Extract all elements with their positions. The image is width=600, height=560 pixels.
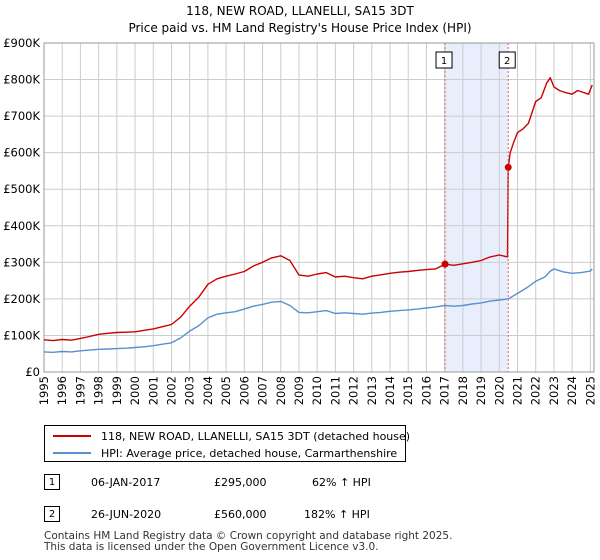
sale-point [504, 163, 512, 171]
x-tick-label: 2019 [474, 376, 488, 405]
sale-hpi-change: 62% ↑ HPI [312, 476, 371, 489]
sale-date: 26-JUN-2020 [91, 508, 162, 521]
sale-price: £560,000 [214, 508, 267, 521]
y-tick-label: £100K [3, 328, 40, 342]
x-tick-label: 2005 [219, 376, 233, 405]
x-tick-label: 2009 [292, 376, 306, 405]
sale-marker-label: 2 [504, 56, 510, 67]
footer-attribution: Contains HM Land Registry data © Crown c… [44, 531, 452, 553]
sale-marker-label: 1 [441, 56, 447, 67]
y-tick-label: £500K [3, 182, 40, 196]
sale-row: 2 26-JUN-2020 £560,000 182% ↑ HPI [44, 506, 564, 524]
legend-entry-hpi: HPI: Average price, detached house, Carm… [53, 445, 397, 461]
x-tick-label: 2007 [256, 376, 270, 405]
x-tick-label: 2014 [383, 376, 397, 405]
x-tick-label: 2010 [310, 376, 324, 405]
x-tick-label: 1996 [55, 376, 69, 405]
x-tick-label: 2020 [492, 376, 506, 405]
chart-title-address: 118, NEW ROAD, LLANELLI, SA15 3DT [186, 4, 414, 18]
property-price-line [43, 76, 593, 342]
shaded-period [445, 43, 509, 372]
x-tick-label: 2008 [274, 376, 288, 405]
price-chart: £0 £100K £200K £300K £400K £500K £600K £700K £80… [3, 36, 597, 405]
x-tick-label: 1999 [110, 376, 124, 405]
y-tick-label: £600K [3, 146, 40, 160]
x-tick-label: 2011 [328, 376, 342, 405]
y-tick-label: £300K [3, 255, 40, 269]
x-tick-label: 2025 [583, 376, 597, 405]
y-tick-label: £400K [3, 219, 40, 233]
hpi-line [43, 268, 593, 353]
legend-entry-property: 118, NEW ROAD, LLANELLI, SA15 3DT (detac… [53, 428, 410, 444]
chart-legend: 118, NEW ROAD, LLANELLI, SA15 3DT (detac… [44, 425, 410, 462]
x-tick-label: 2012 [347, 376, 361, 405]
x-tick-label: 2000 [128, 376, 142, 405]
footer-copyright: Contains HM Land Registry data © Crown c… [44, 530, 453, 542]
sale-number-badge: 2 [44, 506, 60, 522]
sale-hpi-change: 182% ↑ HPI [304, 508, 370, 521]
x-tick-label: 2015 [401, 376, 415, 405]
x-tick-label: 2001 [146, 376, 160, 405]
x-tick-label: 2002 [164, 376, 178, 405]
x-tick-label: 2013 [365, 376, 379, 405]
x-tick-label: 2018 [456, 376, 470, 405]
chart-subtitle: Price paid vs. HM Land Registry's House … [128, 21, 472, 35]
footer-license: This data is licensed under the Open Gov… [44, 541, 379, 553]
x-tick-label: 2024 [565, 376, 579, 405]
x-tick-label: 2016 [419, 376, 433, 405]
x-tick-label: 1998 [92, 376, 106, 405]
x-tick-label: 2023 [547, 376, 561, 405]
y-tick-label: £200K [3, 292, 40, 306]
x-tick-label: 1995 [37, 376, 51, 405]
x-tick-label: 2021 [511, 376, 525, 405]
x-tick-label: 1997 [73, 376, 87, 405]
y-tick-label: £0 [25, 365, 40, 379]
legend-property-label: 118, NEW ROAD, LLANELLI, SA15 3DT (detac… [101, 429, 411, 443]
x-tick-label: 2017 [438, 376, 452, 405]
y-tick-label: £800K [3, 73, 40, 87]
sale-row: 1 06-JAN-2017 £295,000 62% ↑ HPI [44, 474, 564, 492]
sale-marker-box [435, 51, 453, 69]
sale-marker-box [498, 51, 516, 69]
plot-frame [43, 42, 595, 373]
legend-hpi-swatch [53, 452, 91, 454]
sale-price: £295,000 [214, 476, 267, 489]
sale-date: 06-JAN-2017 [91, 476, 161, 489]
x-tick-label: 2003 [183, 376, 197, 405]
x-tick-label: 2006 [237, 376, 251, 405]
y-tick-label: £700K [3, 109, 40, 123]
y-tick-label: £900K [3, 36, 40, 50]
x-tick-label: 2004 [201, 376, 215, 405]
x-tick-label: 2022 [529, 376, 543, 405]
legend-hpi-label: HPI: Average price, detached house, Carm… [101, 446, 398, 460]
sale-point [441, 260, 449, 268]
sale-number-badge: 1 [44, 474, 60, 490]
legend-property-swatch [53, 435, 91, 437]
